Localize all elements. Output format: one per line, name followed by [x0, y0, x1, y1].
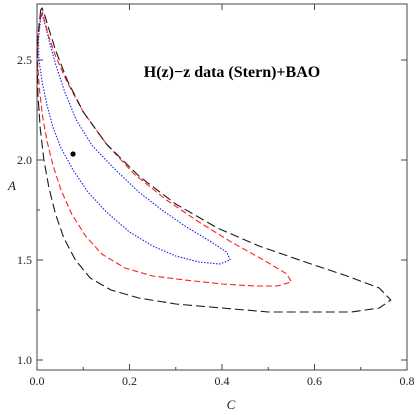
y-tick-label: 2.5 — [17, 53, 32, 67]
axis-ticks: 0.0 0.2 0.4 0.6 0.8 1.0 1.5 2.0 2.5 — [17, 4, 415, 388]
x-tick-label: 0.6 — [307, 374, 322, 388]
x-tick-label: 0.8 — [400, 374, 415, 388]
contour-line — [36, 11, 292, 287]
contour-line — [36, 7, 392, 313]
x-axis-label: C — [227, 397, 236, 412]
x-tick-label: 0.4 — [215, 374, 230, 388]
contours — [36, 7, 392, 313]
y-axis-label: A — [7, 178, 16, 193]
chart-title: H(z)−z data (Stern)+BAO — [144, 64, 320, 81]
y-tick-label: 2.0 — [17, 153, 32, 167]
best-fit-point — [70, 151, 76, 157]
y-tick-label: 1.0 — [17, 353, 32, 367]
points — [70, 151, 76, 157]
contour-line — [37, 13, 231, 265]
x-tick-label: 0.2 — [122, 374, 137, 388]
plot-frame — [36, 3, 408, 371]
y-tick-label: 1.5 — [17, 253, 32, 267]
x-tick-label: 0.0 — [30, 374, 45, 388]
